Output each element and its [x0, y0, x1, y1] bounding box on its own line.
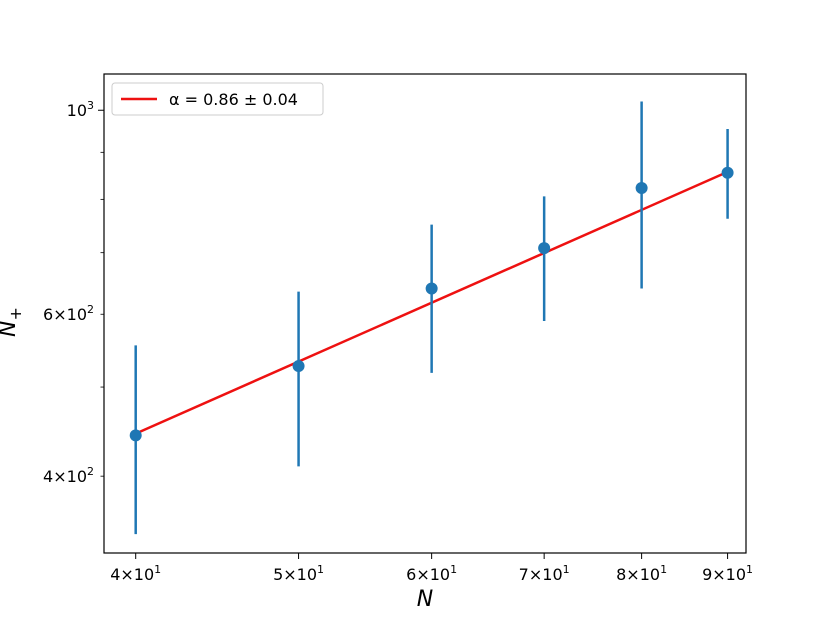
data-point — [425, 282, 438, 295]
x-tick-label: 7×101 — [519, 563, 570, 584]
x-tick-label: 9×101 — [702, 563, 753, 584]
legend-fit-label: α = 0.86 ± 0.04 — [169, 90, 298, 109]
data-point — [129, 429, 142, 442]
y-minor-ticks: 4×102 6×102 — [43, 151, 104, 486]
x-axis-label: N — [417, 587, 433, 612]
y-minor-tick-label: 4×102 — [43, 465, 94, 486]
x-tick-label: 8×101 — [616, 563, 667, 584]
plot-area — [104, 74, 746, 553]
data-point — [292, 360, 305, 373]
data-point — [721, 166, 734, 179]
legend: α = 0.86 ± 0.04 — [111, 82, 324, 116]
data-point — [635, 182, 648, 195]
x-tick-label: 4×101 — [110, 563, 161, 584]
y-ticks: 103 — [67, 99, 104, 120]
legend-box — [111, 82, 324, 116]
y-minor-tick-label: 6×102 — [43, 303, 94, 324]
y-axis-label: N+ — [0, 307, 25, 337]
y-major-tick-label: 103 — [67, 99, 94, 120]
plot-frame — [103, 73, 747, 554]
x-tick-label: 6×101 — [406, 563, 457, 584]
data-point — [538, 242, 551, 255]
x-tick-label: 5×101 — [273, 563, 324, 584]
x-ticks: 4×101 5×101 6×101 7×101 8×101 9×101 — [110, 553, 753, 584]
data-layer — [129, 101, 734, 535]
